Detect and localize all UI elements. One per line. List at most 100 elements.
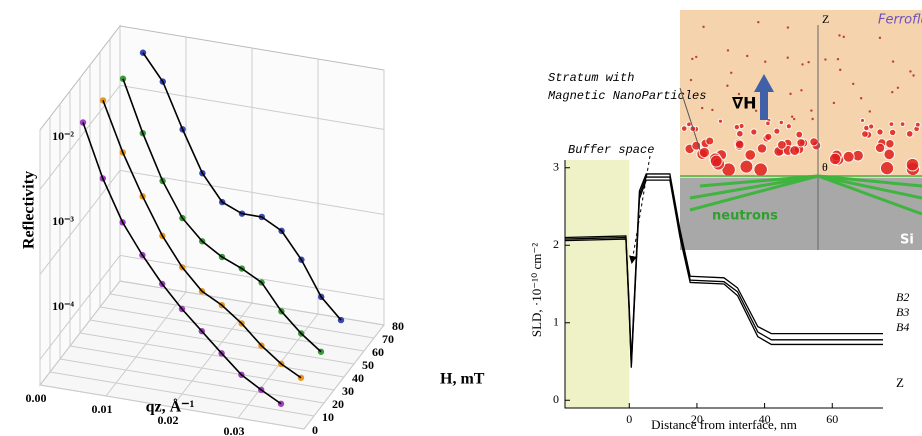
particle [796,138,806,148]
fit-line [122,78,322,353]
x-axis-end-label: Z [896,375,904,390]
particle [737,92,741,96]
particle [842,35,845,39]
sld-line [564,179,883,368]
grid-line [119,169,385,215]
particle [709,154,723,168]
particle [885,138,895,149]
particle [839,68,842,72]
y-tick-label: 0 [553,392,559,406]
x-tick-label: 20 [691,412,703,426]
particle [891,60,895,63]
particle [765,120,771,127]
particle [739,159,754,174]
particle [695,55,698,59]
particle [756,143,768,154]
gradient-arrow-head [754,74,774,92]
h-tick-label: 50 [362,358,374,372]
y-tick-label: 10⁻² [52,129,74,143]
particle [764,132,773,141]
h-tick-label: 60 [372,345,384,359]
x-tick-label: 0.02 [158,413,179,427]
particle [773,127,781,135]
y-tick-label: 1 [553,315,559,329]
particle [859,117,866,123]
particle [790,115,794,118]
particle [786,56,789,59]
particle [698,146,710,159]
grid-line [39,384,305,430]
particle [711,108,714,112]
axes [564,160,883,409]
x-tick-label: 40 [759,412,771,426]
gradient-arrow [760,90,768,120]
inset-beam: neutrons [712,209,778,224]
particle [733,123,741,131]
annotation: Stratum with [548,71,634,85]
particle [789,92,792,96]
grid-line [119,254,385,300]
fit-line [82,122,282,405]
particle [702,25,705,29]
particle [746,54,749,58]
particle [717,118,724,124]
y-tick-label: 10⁻³ [52,214,74,228]
particle [800,89,803,92]
x-tick-label: 60 [826,412,838,426]
particle [879,161,895,176]
sld-panel: Z Ferrofluid ∇H neutrons Si θ Stratum wi… [529,10,922,432]
x-axis-title: qz, Å⁻¹ [146,398,195,416]
h-tick-label: 40 [352,371,364,385]
y-tick-label: 2 [553,237,559,251]
particle [852,82,855,86]
particle [789,145,801,156]
particle [832,101,836,105]
particle [868,110,872,113]
particle [750,128,758,136]
grid-line [59,358,325,404]
particle [701,106,704,110]
particle [876,128,884,136]
annotation-pointer [629,155,651,264]
h-axis-title: H, mT [440,371,485,388]
particle [861,130,869,138]
particle [757,20,760,24]
x-tick-label: 0 [626,412,632,426]
particle [785,123,792,130]
annotation: Buffer space [568,143,654,157]
particle [734,139,745,150]
particle [778,119,785,126]
inset-medium: Ferrofluid [878,13,922,28]
grid-line [89,319,355,365]
grid-line [99,306,365,352]
particle [914,121,921,128]
grid-line [79,332,345,378]
particle [883,148,896,161]
substrate-region [565,160,630,408]
grid-line [69,345,335,391]
particle [764,60,767,63]
y-tick-label: 10⁻⁴ [52,299,74,313]
particle [744,149,757,161]
annotation: Magnetic NanoParticles [548,89,706,103]
particle [810,109,813,112]
particle [909,70,912,73]
particle [753,162,768,177]
h-tick-label: 80 [392,319,404,333]
particle [786,26,790,29]
inset-z: Z [822,12,829,26]
annotation-pointer [679,87,701,151]
y-axis-title: Reflectivity [21,171,38,249]
h-tick-label: 20 [332,397,344,411]
particle [691,140,702,151]
particle [896,86,900,89]
particle [754,109,758,112]
particle [891,90,894,94]
h-tick-label: 0 [312,423,318,436]
particle [680,125,688,132]
particle [905,157,920,172]
x-tick-label: 0.01 [92,402,113,416]
particle [905,130,914,138]
